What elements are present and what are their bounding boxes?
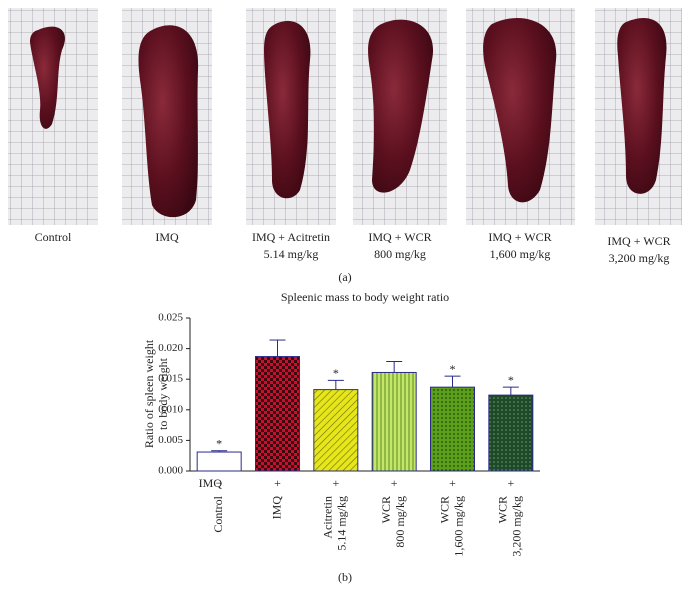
photo bbox=[246, 8, 336, 225]
bar bbox=[371, 371, 417, 472]
x-tick-label: WCR bbox=[379, 496, 393, 523]
caption: (a) bbox=[338, 270, 351, 284]
x-tick-label: 5.14 mg/kg bbox=[335, 496, 349, 551]
photo-label: IMQ + WCR bbox=[368, 230, 431, 244]
bar bbox=[196, 451, 242, 472]
x-tick-label: 800 mg/kg bbox=[393, 496, 407, 548]
x-tick-label: Control bbox=[211, 495, 225, 532]
chart-title: Spleenic mass to body weight ratio bbox=[281, 290, 449, 304]
y-tick-label: 0.000 bbox=[158, 465, 183, 477]
photo-label: IMQ + Acitretin bbox=[252, 230, 330, 244]
photo-label: Control bbox=[35, 230, 72, 244]
x-tick-label: WCR bbox=[496, 496, 510, 523]
x-tick-label: 3,200 mg/kg bbox=[510, 496, 524, 557]
error-bar bbox=[502, 386, 519, 396]
significance: * bbox=[216, 437, 222, 451]
significance: * bbox=[450, 362, 456, 376]
treatment-sign: + bbox=[449, 476, 456, 490]
treatment-sign: + bbox=[274, 476, 281, 490]
photo-label: 5.14 mg/kg bbox=[264, 247, 319, 261]
y-tick-label: 0.015 bbox=[158, 373, 183, 385]
photo bbox=[8, 8, 98, 225]
y-tick-label: 0.025 bbox=[158, 312, 183, 324]
x-tick-label: 1,600 mg/kg bbox=[451, 496, 465, 557]
x-tick-label: WCR bbox=[437, 496, 451, 523]
x-tick-label: Acitretin bbox=[321, 496, 335, 539]
error-bar bbox=[327, 379, 344, 390]
photo-label: IMQ bbox=[155, 230, 179, 244]
photo bbox=[122, 8, 212, 225]
treatment-sign: + bbox=[391, 476, 398, 490]
significance: * bbox=[333, 366, 339, 380]
photo bbox=[595, 8, 682, 225]
bar bbox=[255, 356, 300, 472]
y-tick-label: 0.010 bbox=[158, 403, 183, 415]
treatment-label: IMQ bbox=[199, 476, 223, 490]
caption: (b) bbox=[338, 570, 352, 584]
photo-row bbox=[8, 8, 682, 225]
photo bbox=[353, 8, 447, 225]
bar bbox=[313, 389, 359, 472]
y-tick-label: 0.005 bbox=[158, 434, 183, 446]
treatment-sign: + bbox=[332, 476, 339, 490]
photo-label: IMQ + WCR bbox=[607, 234, 670, 248]
significance: * bbox=[508, 373, 514, 387]
y-axis-label: Ratio of spleen weight bbox=[142, 339, 156, 448]
bar bbox=[488, 394, 534, 472]
treatment-sign: − bbox=[216, 476, 223, 490]
photo-label: IMQ + WCR bbox=[488, 230, 551, 244]
error-bar bbox=[386, 360, 403, 373]
x-tick-label: IMQ bbox=[269, 496, 283, 520]
photo bbox=[466, 8, 575, 225]
treatment-sign: + bbox=[507, 476, 514, 490]
photo-label: 3,200 mg/kg bbox=[609, 251, 670, 265]
bar bbox=[430, 386, 475, 472]
error-bar bbox=[444, 375, 461, 388]
photo-label: 800 mg/kg bbox=[374, 247, 426, 261]
error-bar bbox=[211, 450, 228, 453]
y-tick-label: 0.020 bbox=[158, 342, 183, 354]
error-bar bbox=[269, 339, 286, 357]
y-axis-label: to body weight bbox=[156, 357, 170, 430]
photo-label: 1,600 mg/kg bbox=[490, 247, 551, 261]
